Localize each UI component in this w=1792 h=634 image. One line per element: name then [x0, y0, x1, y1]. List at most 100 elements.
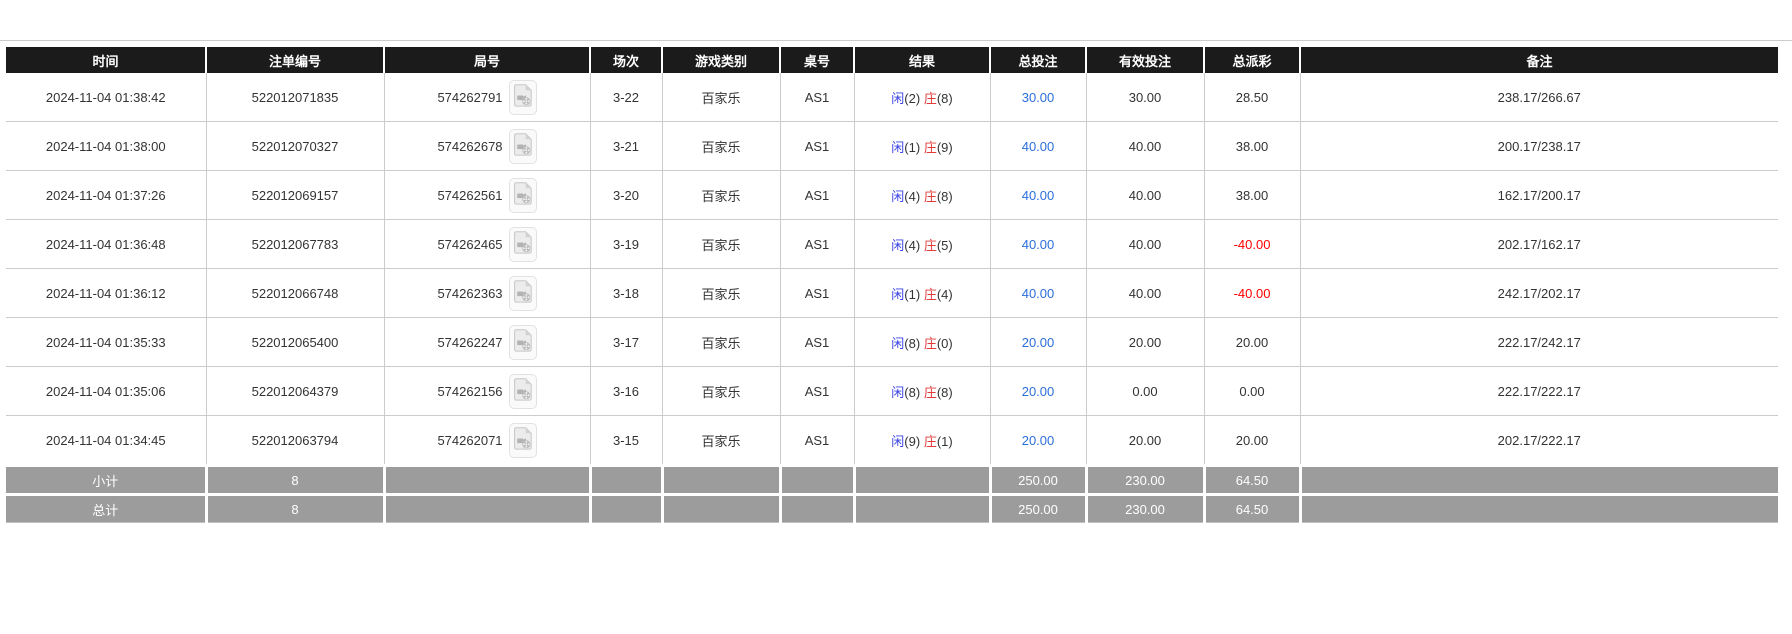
video-replay-button[interactable]: [508, 324, 537, 360]
total-payout-cell: 0.00: [1204, 366, 1301, 416]
empty-cell: [662, 464, 782, 495]
video-file-icon: [513, 133, 532, 159]
valid-bet-cell: 40.00: [1086, 219, 1205, 269]
total-bet-link[interactable]: 20.00: [1021, 334, 1055, 350]
empty-cell: [780, 464, 856, 495]
bet-id-cell: 522012070327: [206, 121, 385, 171]
round-id-cell: 574262071: [384, 415, 591, 466]
video-replay-button[interactable]: [508, 177, 537, 213]
round-id-text: 574262791: [437, 89, 503, 105]
result-banker-label: 庄: [923, 90, 937, 106]
total-payout-cell: 20.00: [1204, 317, 1301, 367]
column-header-total_bet: 总投注: [990, 47, 1087, 73]
total-bet-link[interactable]: 20.00: [1021, 383, 1055, 399]
time-cell: 2024-11-04 01:36:48: [6, 219, 207, 269]
round-id-wrapper: 574262363: [437, 275, 537, 311]
page-top-divider: [0, 40, 1792, 41]
game-type-cell: 百家乐: [662, 121, 781, 171]
total-bet-link[interactable]: 40.00: [1021, 285, 1055, 301]
table-no-cell: AS1: [780, 268, 855, 318]
video-replay-button[interactable]: [508, 422, 537, 458]
table-no-cell: AS1: [780, 170, 855, 220]
empty-cell: [854, 493, 992, 523]
result-banker-label: 庄: [923, 188, 937, 204]
result-player-count: (9): [904, 433, 921, 449]
column-header-game_type: 游戏类别: [662, 47, 781, 73]
total-bet-cell: 40.00: [990, 170, 1087, 220]
game-type-cell: 百家乐: [662, 73, 781, 122]
empty-cell: [590, 493, 664, 523]
total-bet-link[interactable]: 20.00: [1021, 432, 1055, 448]
round-id-cell: 574262247: [384, 317, 591, 367]
valid-bet-cell: 40.00: [1086, 121, 1205, 171]
bet-id-cell: 522012069157: [206, 170, 385, 220]
empty-cell: [1300, 464, 1778, 495]
empty-cell: [590, 464, 664, 495]
result-player-label: 闲: [891, 139, 905, 155]
total-bet-link[interactable]: 40.00: [1021, 236, 1055, 252]
result-banker-label: 庄: [923, 433, 937, 449]
table-row: 2024-11-04 01:34:45 522012063794 574262071…: [6, 415, 1778, 466]
total-bet-cell: 20.00: [990, 317, 1087, 367]
round-id-cell: 574262678: [384, 121, 591, 171]
bet-id-cell: 522012067783: [206, 219, 385, 269]
total-bet-link[interactable]: 30.00: [1021, 89, 1055, 105]
result-cell: 闲(1) 庄(4): [854, 268, 991, 318]
video-replay-button[interactable]: [508, 226, 537, 262]
total-bet-link[interactable]: 40.00: [1021, 138, 1055, 154]
result-banker-count: (8): [936, 188, 953, 204]
bet-id-cell: 522012064379: [206, 366, 385, 416]
valid-bet-cell: 40.00: [1086, 268, 1205, 318]
round-id-wrapper: 574262465: [437, 226, 537, 262]
round-id-wrapper: 574262247: [437, 324, 537, 360]
video-replay-button[interactable]: [508, 373, 537, 409]
result-player-label: 闲: [891, 433, 905, 449]
column-header-total_payout: 总派彩: [1204, 47, 1301, 73]
table-row: 2024-11-04 01:37:26 522012069157 574262561…: [6, 170, 1778, 220]
game-type-cell: 百家乐: [662, 170, 781, 220]
result-banker-label: 庄: [923, 286, 937, 302]
column-header-result: 结果: [854, 47, 991, 73]
subtotal-label-cell: 小计: [6, 464, 208, 495]
result-cell: 闲(9) 庄(1): [854, 415, 991, 466]
total-count-cell: 8: [206, 493, 386, 523]
column-header-round_id: 局号: [384, 47, 591, 73]
remark-cell: 242.17/202.17: [1300, 268, 1778, 318]
round-id-text: 574262247: [437, 334, 503, 350]
round-id-text: 574262156: [437, 383, 503, 399]
video-replay-button[interactable]: [508, 128, 537, 164]
table-no-cell: AS1: [780, 73, 855, 122]
time-cell: 2024-11-04 01:34:45: [6, 415, 207, 466]
time-cell: 2024-11-04 01:38:42: [6, 73, 207, 122]
bet-records-table: 时间 注单编号 局号 场次 游戏类别 桌号 结果 总投注 有效投注 总派彩 备注 2024-11-0…: [6, 47, 1778, 523]
result-banker-label: 庄: [923, 237, 937, 253]
column-header-session: 场次: [590, 47, 663, 73]
result-banker-count: (9): [936, 139, 953, 155]
total-payout-cell: -40.00: [1204, 219, 1301, 269]
result-player-count: (1): [904, 286, 921, 302]
video-file-icon: [513, 182, 532, 208]
round-id-wrapper: 574262678: [437, 128, 537, 164]
table-row: 2024-11-04 01:35:06 522012064379 574262156…: [6, 366, 1778, 416]
table-row: 2024-11-04 01:36:12 522012066748 574262363…: [6, 268, 1778, 318]
subtotal-total-bet-cell: 250.00: [990, 464, 1088, 495]
total-bet-cell: 30.00: [990, 73, 1087, 122]
video-replay-button[interactable]: [508, 79, 537, 115]
total-bet-link[interactable]: 40.00: [1021, 187, 1055, 203]
result-player-label: 闲: [891, 90, 905, 106]
session-cell: 3-21: [590, 121, 663, 171]
table-no-cell: AS1: [780, 121, 855, 171]
round-id-text: 574262561: [437, 187, 503, 203]
result-player-label: 闲: [891, 335, 905, 351]
total-payout-cell: 28.50: [1204, 73, 1301, 122]
total-bet-cell: 40.00: [990, 268, 1087, 318]
video-replay-button[interactable]: [508, 275, 537, 311]
result-player-count: (4): [904, 237, 921, 253]
video-file-icon: [513, 231, 532, 257]
time-cell: 2024-11-04 01:35:33: [6, 317, 207, 367]
total-payout-cell: 38.00: [1204, 170, 1301, 220]
subtotal-valid-bet-cell: 230.00: [1086, 464, 1206, 495]
table-row: 2024-11-04 01:36:48 522012067783 574262465…: [6, 219, 1778, 269]
result-banker-count: (0): [936, 335, 953, 351]
result-cell: 闲(4) 庄(5): [854, 219, 991, 269]
